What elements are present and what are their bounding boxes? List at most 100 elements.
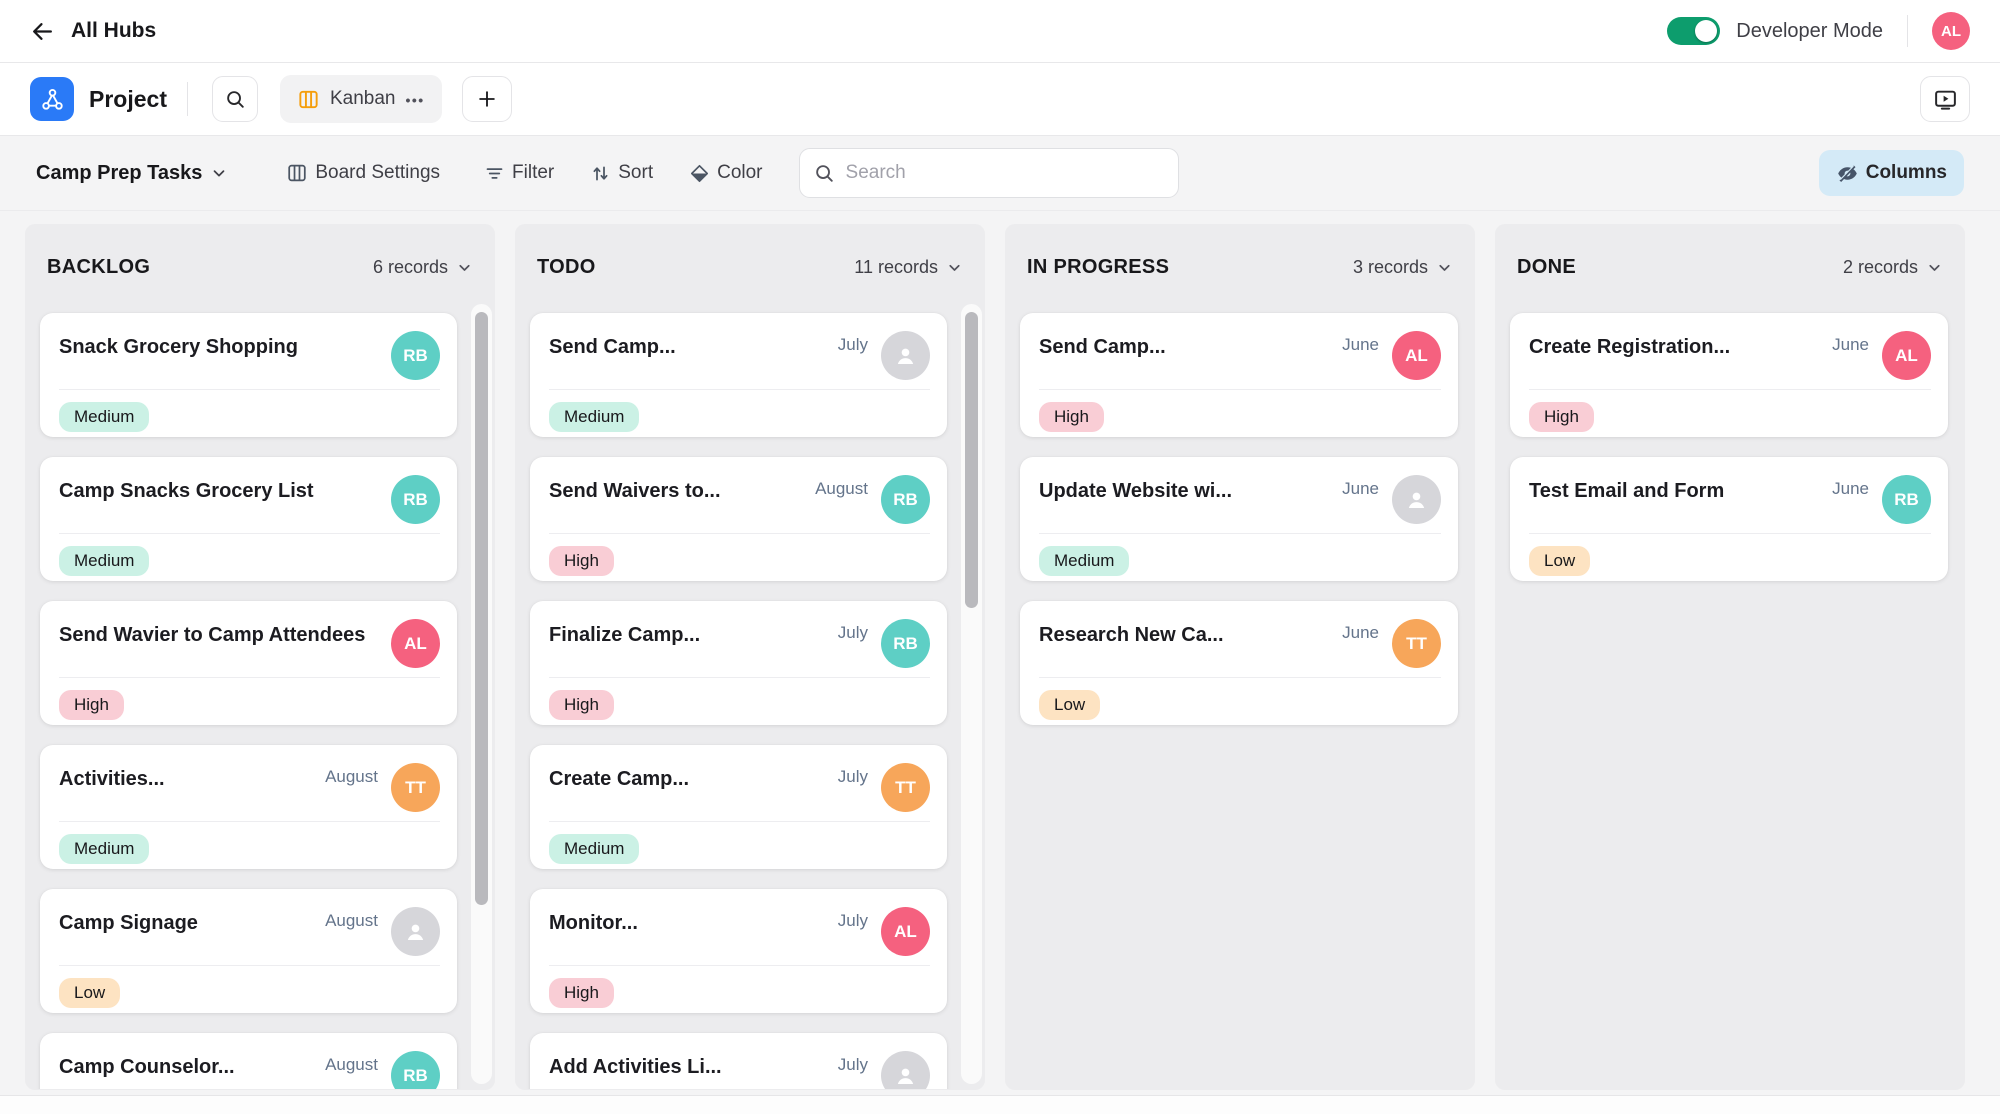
table-selector[interactable]: Camp Prep Tasks [36, 162, 228, 185]
kanban-card[interactable]: Send Camp... June AL High [1020, 313, 1458, 437]
card-header: Camp Signage August [59, 904, 440, 961]
kanban-card[interactable]: Create Camp... July TT Medium [530, 745, 947, 869]
card-meta: June AL [1332, 328, 1441, 380]
card-header: Activities... August TT [59, 760, 440, 817]
card-header: Send Waivers to... August RB [549, 472, 930, 529]
search-icon [224, 88, 246, 110]
user-avatar[interactable]: AL [1932, 12, 1970, 50]
unassigned-avatar-icon [881, 1051, 930, 1089]
card-date: June [1832, 479, 1869, 498]
kanban-card[interactable]: Add Activities Li... July [530, 1033, 947, 1089]
card-divider [1039, 389, 1441, 390]
kanban-card[interactable]: Snack Grocery Shopping RB Medium [40, 313, 457, 437]
card-date: July [837, 911, 868, 930]
card-header: Send Camp... July [549, 328, 930, 385]
card-meta: RB [381, 472, 440, 524]
assignee-avatar: AL [391, 619, 440, 668]
card-meta: June RB [1822, 472, 1931, 524]
card-header: Create Camp... July TT [549, 760, 930, 817]
assignee-avatar: RB [391, 475, 440, 524]
chevron-down-icon[interactable] [1926, 259, 1943, 276]
kanban-card[interactable]: Monitor... July AL High [530, 889, 947, 1013]
record-count-label: 11 records [854, 257, 938, 277]
add-view-button[interactable] [461, 76, 512, 122]
column-title: BACKLOG [47, 256, 151, 278]
kanban-icon [297, 88, 320, 111]
columns-button[interactable]: Columns [1818, 150, 1964, 196]
card-divider [1039, 533, 1441, 534]
card-meta: August RB [315, 1048, 440, 1089]
kanban-card[interactable]: Activities... August TT Medium [40, 745, 457, 869]
card-title: Research New Ca... [1039, 624, 1224, 646]
scrollbar-track[interactable] [471, 304, 492, 1084]
eye-off-icon [1836, 162, 1859, 185]
kanban-card[interactable]: Camp Snacks Grocery List RB Medium [40, 457, 457, 581]
search-view-button[interactable] [211, 76, 258, 122]
column-records-group[interactable]: 6 records [373, 257, 473, 278]
card-divider [549, 533, 930, 534]
kanban-card[interactable]: Send Waivers to... August RB High [530, 457, 947, 581]
card-title: Activities... [59, 768, 165, 790]
card-title: Test Email and Form [1529, 480, 1725, 502]
board-settings-button[interactable]: Board Settings [286, 162, 440, 184]
priority-badge: Medium [59, 546, 150, 576]
scrollbar-thumb[interactable] [475, 312, 488, 905]
card-title: Send Camp... [1039, 336, 1166, 358]
kanban-card[interactable]: Camp Counselor... August RB [40, 1033, 457, 1089]
priority-badge: Low [59, 978, 121, 1008]
card-divider [59, 389, 440, 390]
card-divider [1529, 533, 1931, 534]
kanban-card[interactable]: Camp Signage August Low [40, 889, 457, 1013]
scrollbar-thumb[interactable] [965, 312, 978, 609]
kanban-card[interactable]: Test Email and Form June RB Low [1510, 457, 1948, 581]
developer-mode-toggle[interactable] [1667, 17, 1721, 45]
back-button[interactable] [30, 19, 55, 44]
chevron-down-icon[interactable] [946, 259, 963, 276]
column-header: BACKLOG 6 records [25, 224, 495, 303]
base-title: Project [89, 85, 167, 112]
chevron-down-icon[interactable] [1436, 259, 1453, 276]
kanban-board: BACKLOG 6 records Snack Grocery Shopping RB… [0, 211, 2000, 1095]
project-logo [30, 77, 74, 121]
card-meta: June TT [1332, 616, 1441, 668]
tab-kanban-view[interactable]: Kanban ••• [279, 75, 442, 123]
kanban-card[interactable]: Create Registration... June AL High [1510, 313, 1948, 437]
view-more-icon[interactable]: ••• [405, 92, 425, 108]
priority-badge: High [1529, 402, 1594, 432]
chevron-down-icon [210, 164, 228, 182]
card-divider [1039, 677, 1441, 678]
page-title[interactable]: All Hubs [71, 19, 157, 42]
search-input[interactable] [798, 148, 1179, 198]
priority-badge: Medium [59, 402, 150, 432]
card-meta: June [1332, 472, 1441, 524]
card-meta: July RB [828, 616, 930, 668]
network-icon [39, 86, 66, 113]
columns-label: Columns [1865, 162, 1947, 183]
kanban-card[interactable]: Update Website wi... June Medium [1020, 457, 1458, 581]
kanban-card[interactable]: Research New Ca... June TT Low [1020, 601, 1458, 725]
column-records-group[interactable]: 3 records [1353, 257, 1453, 278]
column-records-group[interactable]: 2 records [1843, 257, 1943, 278]
card-title: Add Activities Li... [549, 1056, 722, 1078]
card-divider [1529, 389, 1931, 390]
kanban-card[interactable]: Send Camp... July Medium [530, 313, 947, 437]
card-meta: August TT [315, 760, 440, 812]
sort-button[interactable]: Sort [590, 162, 653, 184]
card-header: Snack Grocery Shopping RB [59, 328, 440, 385]
kanban-card[interactable]: Send Wavier to Camp Attendees AL High [40, 601, 457, 725]
sort-arrows-icon [590, 163, 611, 184]
color-button[interactable]: Color [689, 162, 763, 184]
kanban-card[interactable]: Finalize Camp... July RB High [530, 601, 947, 725]
card-date: June [1342, 623, 1379, 642]
presentation-mode-button[interactable] [1920, 76, 1970, 122]
scrollbar-track[interactable] [961, 304, 982, 1084]
card-list: Send Camp... June AL High Update Website wi.… [1005, 303, 1475, 1089]
column-records-group[interactable]: 11 records [854, 257, 963, 278]
board-settings-label: Board Settings [315, 162, 441, 183]
assignee-avatar: AL [1882, 331, 1931, 380]
filter-button[interactable]: Filter [484, 162, 554, 184]
card-title: Monitor... [549, 912, 638, 934]
chevron-down-icon[interactable] [456, 259, 473, 276]
priority-badge: Medium [59, 834, 150, 864]
card-list: Send Camp... July Medium Send Waivers to...… [515, 303, 985, 1089]
